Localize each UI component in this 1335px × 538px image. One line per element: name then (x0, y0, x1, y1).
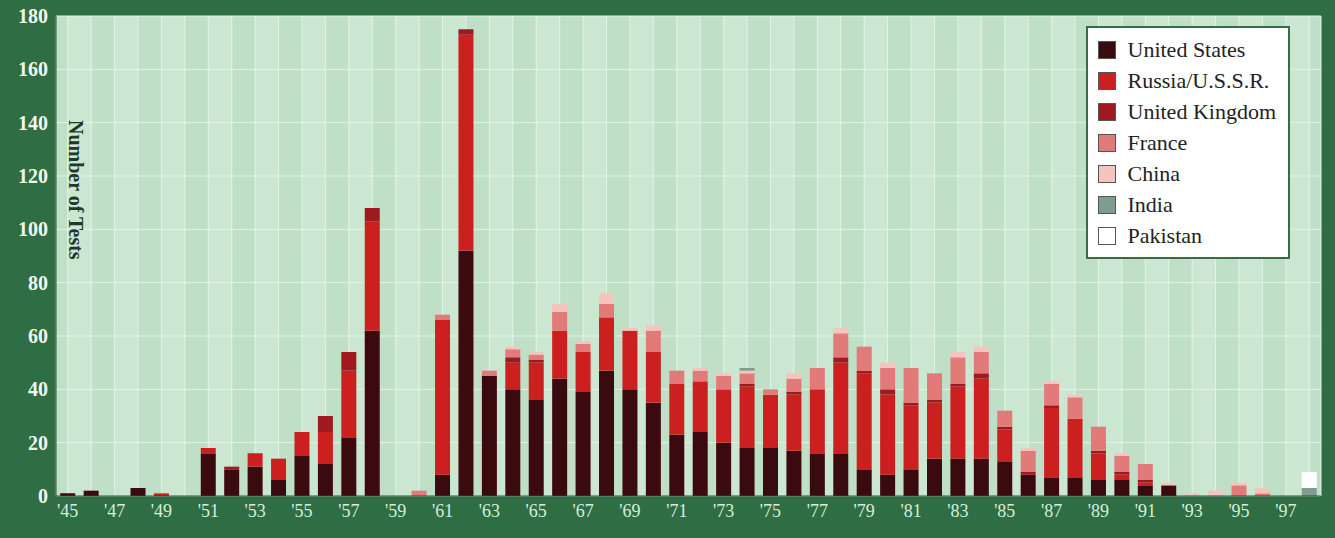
svg-text:140: 140 (18, 112, 48, 134)
svg-text:180: 180 (18, 5, 48, 27)
svg-text:'57: '57 (338, 501, 359, 521)
html-text:United States: United States (1127, 37, 1246, 62)
svg-text:'67: '67 (572, 501, 593, 521)
html-text:Pakistan: Pakistan (1127, 223, 1203, 248)
svg-text:'73: '73 (713, 501, 734, 521)
svg-text:'61: '61 (432, 501, 453, 521)
svg-text:'91: '91 (1135, 501, 1156, 521)
svg-text:'81: '81 (900, 501, 921, 521)
svg-text:0: 0 (38, 485, 48, 507)
svg-text:'85: '85 (994, 501, 1015, 521)
svg-text:20: 20 (28, 432, 48, 454)
svg-text:100: 100 (18, 218, 48, 240)
svg-text:'51: '51 (198, 501, 219, 521)
svg-text:'63: '63 (479, 501, 500, 521)
svg-text:'65: '65 (526, 501, 547, 521)
svg-text:'45: '45 (57, 501, 78, 521)
svg-text:'79: '79 (854, 501, 875, 521)
svg-text:'69: '69 (619, 501, 640, 521)
svg-text:'93: '93 (1182, 501, 1203, 521)
svg-text:'97: '97 (1275, 501, 1296, 521)
html-text:France: France (1127, 130, 1188, 155)
html-text:Number of Tests: Number of Tests (65, 120, 87, 260)
svg-text:'87: '87 (1041, 501, 1062, 521)
svg-text:160: 160 (18, 58, 48, 80)
svg-text:'77: '77 (807, 501, 828, 521)
svg-text:60: 60 (28, 325, 48, 347)
svg-text:120: 120 (18, 165, 48, 187)
svg-text:40: 40 (28, 378, 48, 400)
svg-text:80: 80 (28, 272, 48, 294)
svg-text:'89: '89 (1088, 501, 1109, 521)
html-text:India: India (1127, 192, 1173, 217)
html-text:United Kingdom: United Kingdom (1127, 99, 1276, 124)
html-text:China: China (1127, 161, 1181, 186)
svg-text:'75: '75 (760, 501, 781, 521)
svg-text:'55: '55 (291, 501, 312, 521)
svg-text:'53: '53 (244, 501, 265, 521)
svg-text:'71: '71 (666, 501, 687, 521)
svg-text:'83: '83 (947, 501, 968, 521)
html-text:Russia/U.S.S.R.: Russia/U.S.S.R. (1127, 68, 1270, 93)
svg-text:'59: '59 (385, 501, 406, 521)
svg-text:'95: '95 (1228, 501, 1249, 521)
svg-text:'47: '47 (104, 501, 125, 521)
svg-text:'49: '49 (151, 501, 172, 521)
